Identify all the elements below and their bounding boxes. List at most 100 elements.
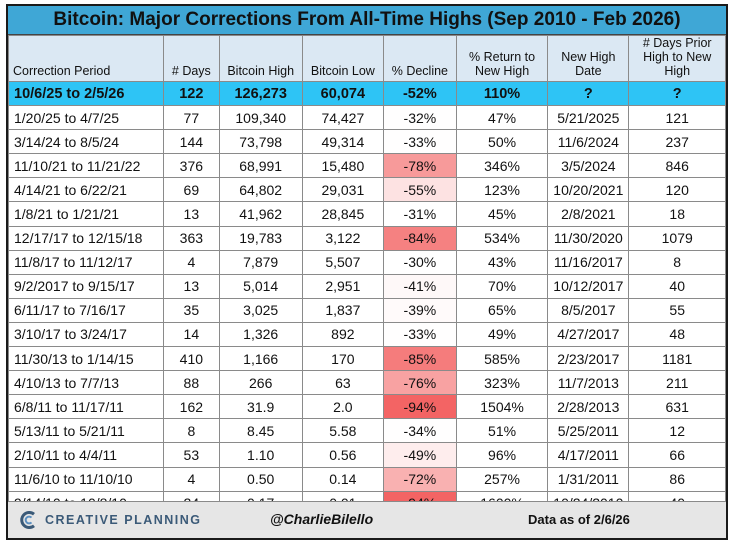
table-row: 11/8/17 to 11/12/17 4 7,879 5,507 -30% 43% 11/… [7, 249, 726, 275]
cell-decline: -39% [382, 297, 457, 323]
col-header-high: Bitcoin High [218, 35, 303, 82]
cell-days-to-new-high: 237 [628, 129, 726, 155]
cell-decline: -94% [382, 394, 457, 420]
cell-days: 410 [163, 346, 220, 372]
cell-days: 8 [163, 418, 220, 444]
corrections-table: Correction Period # Days Bitcoin High Bi… [7, 35, 726, 516]
table-row: 9/2/2017 to 9/15/17 13 5,014 2,951 -41% 70% 10… [7, 273, 726, 299]
cell-return: 323% [455, 370, 549, 396]
cell-high: 5,014 [218, 273, 303, 299]
creative-planning-c-icon [20, 511, 35, 529]
table-row: 12/17/17 to 12/15/18 363 19,783 3,122 -84% 53… [7, 225, 726, 251]
col-header-new-high-date: New High Date [547, 35, 630, 82]
cell-days: 13 [163, 201, 220, 227]
cell-days: 53 [163, 442, 220, 468]
col-header-low: Bitcoin Low [301, 35, 384, 82]
cell-period: 11/30/13 to 1/14/15 [7, 346, 165, 372]
cell-days-to-new-high: 8 [628, 249, 726, 275]
cell-high: 126,273 [218, 80, 303, 107]
cell-return: 257% [455, 466, 549, 492]
cell-days: 13 [163, 273, 220, 299]
cell-decline: -32% [382, 105, 457, 131]
cell-high: 1,326 [218, 321, 303, 348]
cell-decline: -55% [382, 177, 457, 203]
cell-high: 109,340 [218, 105, 303, 131]
table-row: 6/8/11 to 11/17/11 162 31.9 2.0 -94% 1504% 2/2… [7, 394, 726, 420]
cell-days-to-new-high: 40 [628, 273, 726, 299]
cell-period: 3/10/17 to 3/24/17 [7, 321, 165, 348]
cell-new-high-date: 11/7/2013 [547, 370, 630, 396]
cell-period: 4/10/13 to 7/7/13 [7, 370, 165, 396]
cell-decline: -33% [382, 129, 457, 155]
logo-text: CREATIVE PLANNING [45, 513, 202, 527]
cell-new-high-date: 11/30/2020 [547, 225, 630, 251]
cell-days: 4 [163, 466, 220, 492]
cell-high: 0.50 [218, 466, 303, 492]
cell-return: 50% [455, 129, 549, 155]
cell-new-high-date: 11/16/2017 [547, 249, 630, 275]
cell-new-high-date: ? [547, 80, 630, 107]
cell-return: 65% [455, 297, 549, 323]
cell-period: 11/8/17 to 11/12/17 [7, 249, 165, 275]
cell-days: 35 [163, 297, 220, 323]
cell-high: 266 [218, 370, 303, 396]
cell-low: 63 [301, 370, 384, 396]
cell-low: 1,837 [301, 297, 384, 323]
cell-low: 3,122 [301, 225, 384, 251]
cell-days: 162 [163, 394, 220, 420]
col-header-days-to-new-high: # Days Prior High to New High [628, 35, 726, 82]
cell-new-high-date: 2/28/2013 [547, 394, 630, 420]
cell-decline: -84% [382, 225, 457, 251]
author-handle: @CharlieBilello [270, 511, 374, 527]
cell-days: 69 [163, 177, 220, 203]
cell-low: 0.56 [301, 442, 384, 468]
col-header-days: # Days [163, 35, 220, 82]
header-row: Correction Period # Days Bitcoin High Bi… [7, 35, 726, 82]
cell-new-high-date: 10/20/2021 [547, 177, 630, 203]
cell-high: 31.9 [218, 394, 303, 420]
cell-return: 534% [455, 225, 549, 251]
cell-return: 51% [455, 418, 549, 444]
cell-return: 1504% [455, 394, 549, 420]
cell-return: 49% [455, 321, 549, 348]
cell-new-high-date: 5/21/2025 [547, 105, 630, 131]
table-row: 4/10/13 to 7/7/13 88 266 63 -76% 323% 11/7/201… [7, 370, 726, 396]
cell-days: 122 [163, 80, 220, 107]
cell-decline: -85% [382, 346, 457, 372]
cell-low: 49,314 [301, 129, 384, 155]
cell-high: 7,879 [218, 249, 303, 275]
col-header-period: Correction Period [7, 35, 165, 82]
cell-return: 45% [455, 201, 549, 227]
cell-days-to-new-high: 631 [628, 394, 726, 420]
creative-planning-logo: CREATIVE PLANNING [20, 511, 202, 529]
cell-period: 11/10/21 to 11/21/22 [7, 153, 165, 179]
cell-days-to-new-high: 1181 [628, 346, 726, 372]
cell-low: 5,507 [301, 249, 384, 275]
cell-days-to-new-high: 211 [628, 370, 726, 396]
cell-high: 3,025 [218, 297, 303, 323]
cell-new-high-date: 10/12/2017 [547, 273, 630, 299]
cell-decline: -33% [382, 321, 457, 348]
cell-days-to-new-high: 48 [628, 321, 726, 348]
table-row: 1/8/21 to 1/21/21 13 41,962 28,845 -31% 45% 2/… [7, 201, 726, 227]
cell-high: 8.45 [218, 418, 303, 444]
cell-period: 4/14/21 to 6/22/21 [7, 177, 165, 203]
cell-high: 1,166 [218, 346, 303, 372]
cell-new-high-date: 4/17/2011 [547, 442, 630, 468]
cell-return: 110% [455, 80, 549, 107]
cell-return: 47% [455, 105, 549, 131]
cell-period: 9/2/2017 to 9/15/17 [7, 273, 165, 299]
cell-new-high-date: 4/27/2017 [547, 321, 630, 348]
table-row: 1/20/25 to 4/7/25 77 109,340 74,427 -32% 47% 5… [7, 105, 726, 131]
cell-days: 4 [163, 249, 220, 275]
cell-low: 0.14 [301, 466, 384, 492]
cell-period: 6/11/17 to 7/16/17 [7, 297, 165, 323]
cell-period: 12/17/17 to 12/15/18 [7, 225, 165, 251]
cell-return: 585% [455, 346, 549, 372]
cell-low: 2,951 [301, 273, 384, 299]
cell-new-high-date: 3/5/2024 [547, 153, 630, 179]
cell-decline: -72% [382, 466, 457, 492]
cell-decline: -76% [382, 370, 457, 396]
cell-new-high-date: 1/31/2011 [547, 466, 630, 492]
cell-days-to-new-high: 1079 [628, 225, 726, 251]
